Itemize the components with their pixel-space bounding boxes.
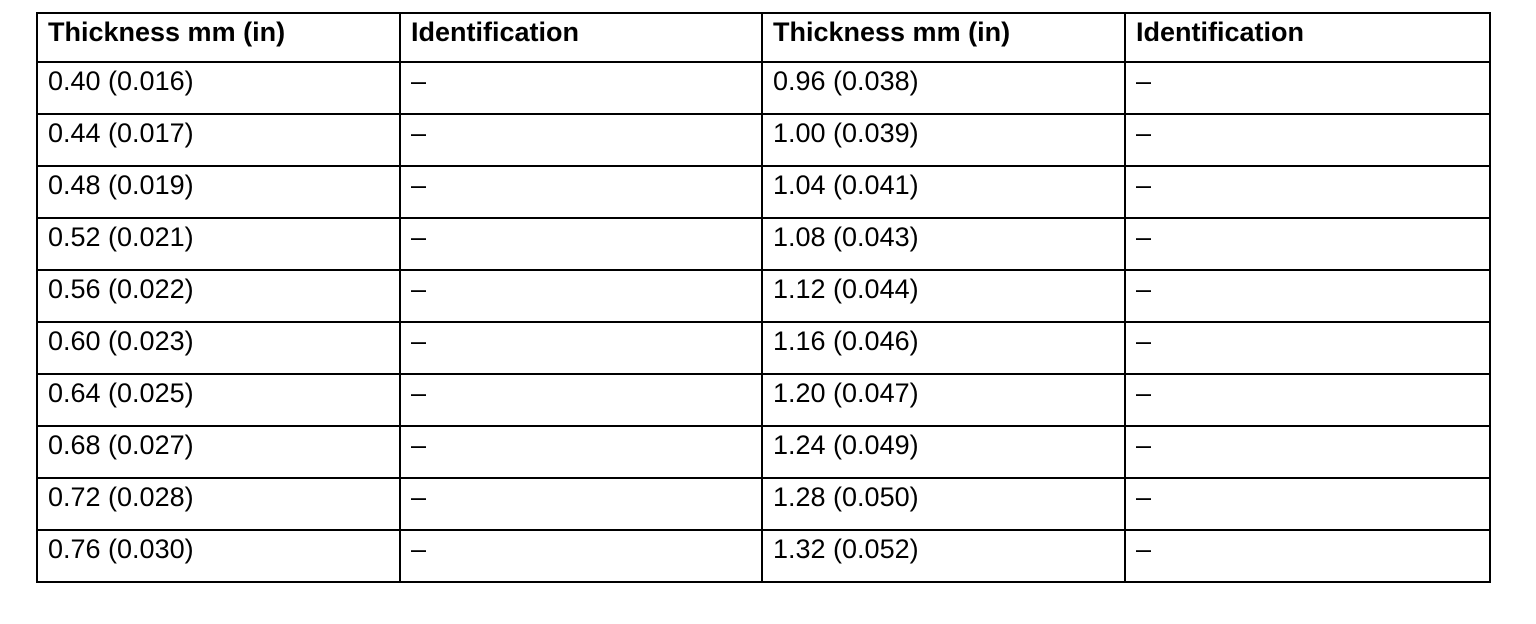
thickness-left-cell: 0.64 (0.025)	[36, 373, 401, 427]
thickness-right-cell: 1.16 (0.046)	[761, 321, 1126, 375]
identification-left-cell: –	[399, 373, 763, 427]
identification-right-cell: –	[1124, 113, 1491, 167]
thickness-right-cell: 0.96 (0.038)	[761, 61, 1126, 115]
thickness-left-cell: 0.40 (0.016)	[36, 61, 401, 115]
thickness-right-cell: 1.24 (0.049)	[761, 425, 1126, 479]
thickness-right-cell: 1.08 (0.043)	[761, 217, 1126, 271]
thickness-left-cell: 0.44 (0.017)	[36, 113, 401, 167]
identification-right-cell: –	[1124, 477, 1491, 531]
thickness-left-cell: 0.60 (0.023)	[36, 321, 401, 375]
header-thickness-right: Thickness mm (in)	[761, 12, 1126, 63]
header-identification-right: Identification	[1124, 12, 1491, 63]
table-row: 0.72 (0.028) –1.28 (0.050) –	[36, 477, 1491, 531]
table-header-row: Thickness mm (in) Identification Thickne…	[36, 12, 1491, 63]
header-thickness-left: Thickness mm (in)	[36, 12, 401, 63]
table-row: 0.40 (0.016) –0.96 (0.038) –	[36, 61, 1491, 115]
identification-left-cell: –	[399, 477, 763, 531]
identification-left-cell: –	[399, 321, 763, 375]
thickness-left-cell: 0.76 (0.030)	[36, 529, 401, 583]
header-identification-left: Identification	[399, 12, 763, 63]
identification-right-cell: –	[1124, 529, 1491, 583]
thickness-right-cell: 1.20 (0.047)	[761, 373, 1126, 427]
thickness-right-cell: 1.12 (0.044)	[761, 269, 1126, 323]
identification-right-cell: –	[1124, 321, 1491, 375]
identification-left-cell: –	[399, 165, 763, 219]
identification-left-cell: –	[399, 269, 763, 323]
thickness-left-cell: 0.72 (0.028)	[36, 477, 401, 531]
table-row: 0.60 (0.023) –1.16 (0.046) –	[36, 321, 1491, 375]
table-row: 0.68 (0.027) –1.24 (0.049) –	[36, 425, 1491, 479]
table-row: 0.64 (0.025) –1.20 (0.047) –	[36, 373, 1491, 427]
identification-right-cell: –	[1124, 373, 1491, 427]
table-row: 0.52 (0.021) –1.08 (0.043) –	[36, 217, 1491, 271]
identification-right-cell: –	[1124, 165, 1491, 219]
thickness-right-cell: 1.04 (0.041)	[761, 165, 1126, 219]
identification-left-cell: –	[399, 113, 763, 167]
identification-left-cell: –	[399, 61, 763, 115]
table-row: 0.44 (0.017) –1.00 (0.039) –	[36, 113, 1491, 167]
identification-right-cell: –	[1124, 217, 1491, 271]
thickness-left-cell: 0.52 (0.021)	[36, 217, 401, 271]
table-row: 0.76 (0.030) –1.32 (0.052) –	[36, 529, 1491, 583]
thickness-left-cell: 0.68 (0.027)	[36, 425, 401, 479]
thickness-right-cell: 1.28 (0.050)	[761, 477, 1126, 531]
identification-right-cell: –	[1124, 425, 1491, 479]
thickness-right-cell: 1.32 (0.052)	[761, 529, 1126, 583]
identification-left-cell: –	[399, 425, 763, 479]
identification-right-cell: –	[1124, 61, 1491, 115]
thickness-left-cell: 0.48 (0.019)	[36, 165, 401, 219]
thickness-identification-table: Thickness mm (in) Identification Thickne…	[36, 12, 1491, 583]
thickness-left-cell: 0.56 (0.022)	[36, 269, 401, 323]
identification-left-cell: –	[399, 217, 763, 271]
table-body: 0.40 (0.016) –0.96 (0.038) –0.44 (0.017) –1…	[36, 61, 1491, 583]
identification-right-cell: –	[1124, 269, 1491, 323]
table-row: 0.48 (0.019) –1.04 (0.041) –	[36, 165, 1491, 219]
table-row: 0.56 (0.022) –1.12 (0.044) –	[36, 269, 1491, 323]
thickness-table-container: Thickness mm (in) Identification Thickne…	[36, 12, 1491, 583]
thickness-right-cell: 1.00 (0.039)	[761, 113, 1126, 167]
identification-left-cell: –	[399, 529, 763, 583]
